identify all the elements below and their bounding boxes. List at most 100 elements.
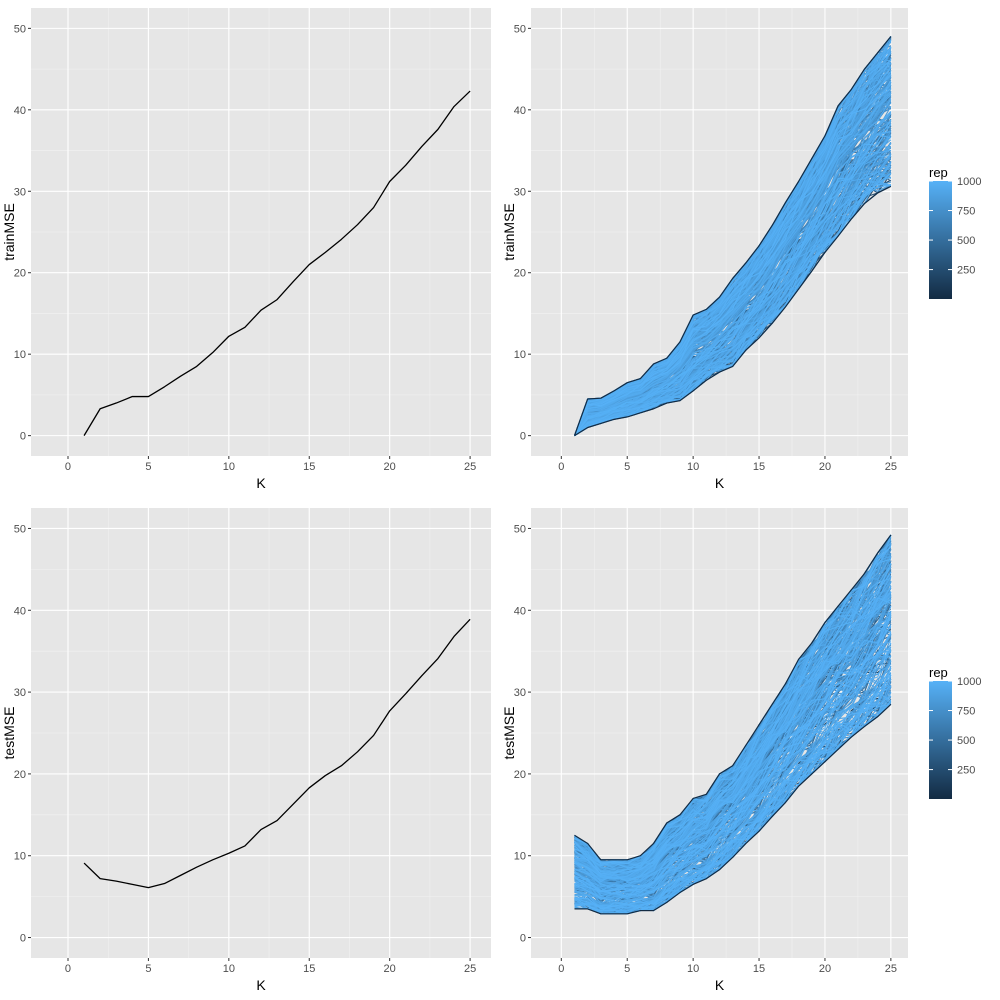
legend-title: rep bbox=[929, 165, 948, 180]
x-tick-label: 0 bbox=[558, 461, 564, 473]
legend-tick-label: 500 bbox=[957, 235, 975, 247]
replicate-line bbox=[574, 632, 892, 894]
y-axis-title: trainMSE bbox=[1, 203, 17, 261]
replicate-line bbox=[574, 172, 892, 437]
replicate-line bbox=[574, 691, 892, 915]
replicate-line bbox=[574, 94, 892, 436]
replicate-line bbox=[574, 165, 891, 437]
x-tick-label: 0 bbox=[65, 461, 71, 473]
x-tick-label: 20 bbox=[384, 461, 396, 473]
y-tick-label: 10 bbox=[14, 851, 26, 863]
replicate-line bbox=[574, 80, 892, 436]
replicate-line bbox=[574, 679, 892, 914]
y-tick-label: 20 bbox=[14, 769, 26, 781]
x-tick-label: 15 bbox=[753, 461, 765, 473]
x-tick-label: 10 bbox=[223, 963, 235, 975]
replicate-line bbox=[574, 585, 892, 879]
series-group bbox=[573, 36, 892, 437]
replicate-line bbox=[574, 134, 892, 436]
replicate-line bbox=[574, 685, 892, 909]
y-tick-label: 40 bbox=[514, 105, 526, 117]
replicate-line bbox=[574, 667, 892, 911]
replicate-line bbox=[573, 58, 892, 436]
y-tick-label: 30 bbox=[14, 186, 26, 198]
replicate-line bbox=[574, 652, 892, 901]
x-tick-label: 15 bbox=[303, 963, 315, 975]
series-group bbox=[574, 534, 892, 915]
replicate-line bbox=[574, 695, 892, 912]
replicate-line bbox=[573, 62, 891, 436]
replicate-line bbox=[574, 556, 892, 870]
replicate-line bbox=[574, 133, 891, 436]
y-tick-label: 30 bbox=[14, 687, 26, 699]
legend-tick-label: 1000 bbox=[957, 676, 981, 688]
y-tick-label: 10 bbox=[514, 349, 526, 361]
replicate-line bbox=[574, 172, 892, 437]
legend-tick-label: 750 bbox=[957, 706, 975, 718]
series-line bbox=[83, 618, 471, 889]
x-axis-title: K bbox=[715, 977, 725, 993]
x-axis-title: K bbox=[715, 475, 725, 491]
y-tick-label: 50 bbox=[514, 523, 526, 535]
y-tick-label: 20 bbox=[14, 268, 26, 280]
x-axis-title: K bbox=[256, 977, 266, 993]
replicate-line bbox=[574, 610, 892, 892]
x-tick-label: 5 bbox=[145, 461, 151, 473]
x-tick-label: 0 bbox=[558, 963, 564, 975]
x-tick-label: 0 bbox=[65, 963, 71, 975]
x-tick-label: 10 bbox=[223, 461, 235, 473]
replicate-line bbox=[573, 52, 892, 436]
replicate-line-extreme bbox=[574, 185, 892, 437]
y-tick-label: 0 bbox=[520, 933, 526, 945]
legend-colorbar bbox=[929, 681, 952, 799]
replicate-line bbox=[574, 116, 892, 436]
replicate-line bbox=[574, 548, 892, 866]
legend-tick-label: 750 bbox=[957, 206, 975, 218]
replicate-line bbox=[574, 660, 892, 906]
replicate-line bbox=[574, 651, 891, 898]
legend-title: rep bbox=[929, 665, 948, 680]
replicate-line bbox=[574, 673, 892, 910]
replicate-line bbox=[574, 588, 892, 878]
replicate-line bbox=[574, 146, 892, 436]
x-tick-label: 20 bbox=[819, 461, 831, 473]
y-axis-title: testMSE bbox=[1, 707, 17, 760]
replicate-line bbox=[574, 616, 892, 888]
replicate-line bbox=[574, 638, 892, 900]
y-tick-label: 50 bbox=[514, 23, 526, 35]
replicate-line bbox=[574, 642, 892, 902]
y-tick-label: 0 bbox=[20, 431, 26, 443]
replicate-line bbox=[574, 605, 892, 890]
replicate-line bbox=[573, 71, 892, 436]
x-tick-label: 20 bbox=[384, 963, 396, 975]
replicate-line bbox=[574, 663, 892, 904]
replicate-line bbox=[574, 595, 892, 880]
replicate-line-extreme bbox=[574, 703, 892, 915]
x-tick-label: 25 bbox=[885, 461, 897, 473]
replicate-line bbox=[574, 111, 892, 436]
replicate-line bbox=[574, 131, 891, 436]
replicate-line bbox=[574, 598, 892, 881]
replicate-line bbox=[574, 98, 892, 436]
replicate-line-extreme bbox=[574, 534, 892, 861]
y-tick-label: 50 bbox=[14, 523, 26, 535]
replicate-line bbox=[574, 700, 892, 915]
replicate-line bbox=[574, 552, 892, 870]
x-tick-label: 25 bbox=[464, 461, 476, 473]
legend-tick-label: 250 bbox=[957, 265, 975, 277]
x-tick-label: 5 bbox=[624, 461, 630, 473]
legend-colorbar bbox=[929, 181, 952, 299]
replicate-line-extreme bbox=[573, 36, 892, 436]
replicate-line bbox=[574, 101, 892, 436]
replicate-line bbox=[574, 566, 892, 873]
x-tick-label: 25 bbox=[464, 963, 476, 975]
replicate-line bbox=[574, 625, 892, 893]
replicate-line bbox=[574, 123, 892, 436]
replicate-line bbox=[574, 569, 892, 872]
replicate-line bbox=[574, 621, 892, 889]
y-tick-label: 40 bbox=[14, 105, 26, 117]
